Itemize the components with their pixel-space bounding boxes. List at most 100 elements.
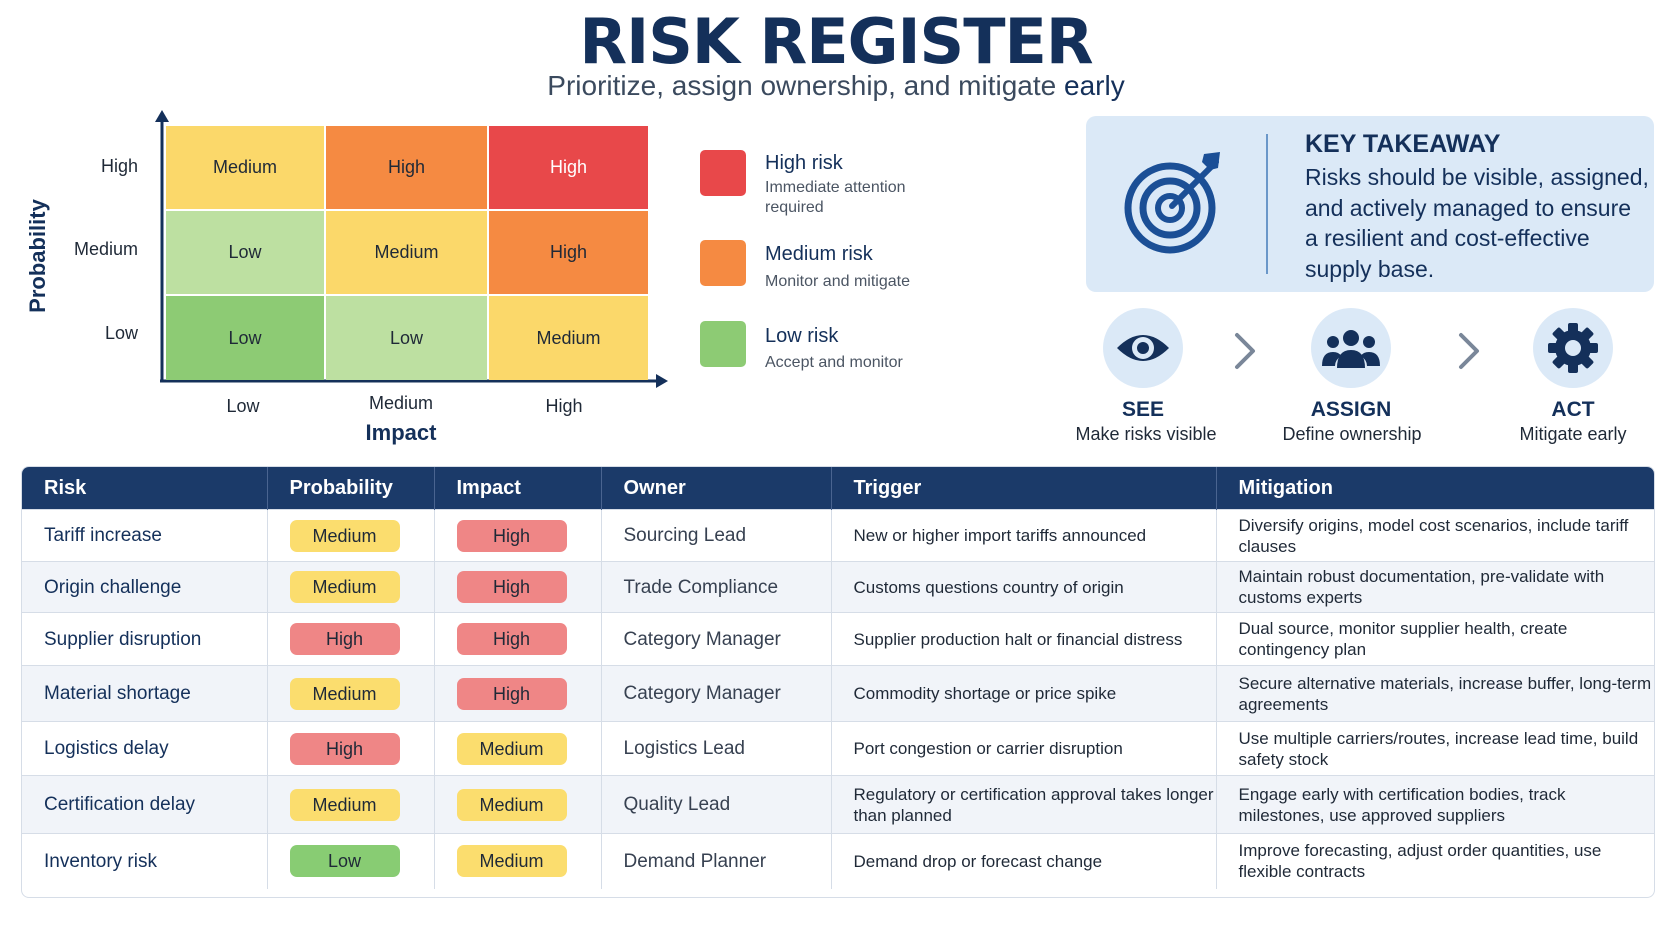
mitigation-cell: Secure alternative materials, increase b… — [1216, 665, 1654, 722]
owner-cell: Logistics Lead — [601, 721, 832, 776]
probability-cell: Low — [267, 833, 435, 889]
mitigation-cell: Diversify origins, model cost scenarios,… — [1216, 509, 1654, 562]
probability-cell: Medium — [267, 509, 435, 562]
risk-name-cell: Logistics delay — [22, 721, 268, 776]
matrix-cell: Low — [326, 296, 487, 380]
legend-desc-medium: Monitor and mitigate — [765, 273, 910, 290]
column-header-probability: Probability — [267, 467, 435, 510]
impact-pill: Medium — [456, 788, 567, 821]
y-tick-high: High — [100, 156, 138, 176]
impact-pill: High — [456, 519, 567, 552]
risk-name-cell: Material shortage — [22, 665, 268, 722]
matrix-cell: Medium — [326, 211, 487, 294]
probability-pill: High — [289, 623, 400, 655]
owner-cell: Demand Planner — [601, 833, 832, 889]
step-act-circle — [1533, 308, 1613, 388]
trigger-cell: Customs questions country of origin — [831, 561, 1217, 613]
risk-matrix: Medium High High Low Medium High Low Low… — [166, 126, 648, 380]
impact-cell: Medium — [434, 775, 602, 834]
matrix-axes — [155, 110, 668, 388]
step-act-desc: Mitigate early — [1519, 424, 1627, 444]
step-assign-circle — [1311, 308, 1391, 388]
matrix-cell: Medium — [166, 126, 324, 209]
probability-cell: High — [267, 721, 435, 776]
owner-cell: Sourcing Lead — [601, 509, 832, 562]
risk-name-cell: Origin challenge — [22, 561, 268, 613]
chevron-right-icon — [1235, 333, 1255, 369]
step-see-title: SEE — [1121, 398, 1165, 421]
trigger-cell: Commodity shortage or price spike — [831, 665, 1217, 722]
trigger-cell: Demand drop or forecast change — [831, 833, 1217, 889]
column-header-impact: Impact — [434, 467, 602, 510]
x-axis-title: Impact — [365, 420, 437, 445]
column-header-mitigation: Mitigation — [1216, 467, 1654, 510]
table-row: Logistics delay High Medium Logistics Lead P… — [22, 721, 1654, 776]
step-act-title: ACT — [1551, 398, 1595, 421]
eye-icon — [1117, 335, 1169, 361]
y-tick-medium: Medium — [73, 239, 138, 259]
matrix-cell: Low — [166, 211, 324, 294]
column-header-risk: Risk — [22, 467, 268, 510]
matrix-cell: Medium — [489, 296, 648, 380]
step-see-circle — [1103, 308, 1183, 388]
impact-cell: Medium — [434, 833, 602, 889]
x-tick-low: Low — [226, 396, 260, 416]
x-tick-medium: Medium — [368, 393, 434, 413]
subtitle-main: Prioritize, assign ownership, and mitiga… — [547, 70, 1057, 101]
takeaway-divider — [1266, 134, 1268, 274]
column-header-trigger: Trigger — [831, 467, 1217, 510]
mitigation-cell: Use multiple carriers/routes, increase l… — [1216, 721, 1654, 776]
step-assign-title: ASSIGN — [1310, 398, 1392, 421]
probability-pill: High — [289, 732, 400, 765]
impact-cell: Medium — [434, 721, 602, 776]
table-row: Certification delay Medium Medium Quality L… — [22, 775, 1654, 834]
table-row: Supplier disruption High High Category Mana… — [22, 612, 1654, 666]
table-header-row: Risk Probability Impact Owner Trigger Mi… — [22, 467, 1654, 510]
impact-pill: Medium — [456, 732, 567, 765]
y-axis-title: Probability — [25, 199, 50, 313]
x-tick-high: High — [545, 396, 583, 416]
trigger-cell: Regulatory or certification approval tak… — [831, 775, 1217, 834]
y-tick-low: Low — [104, 323, 138, 343]
legend-swatch-high — [700, 150, 746, 196]
step-assign-desc: Define ownership — [1282, 424, 1422, 444]
step-see-desc: Make risks visible — [1075, 424, 1217, 444]
impact-cell: High — [434, 561, 602, 613]
probability-cell: High — [267, 612, 435, 666]
mitigation-cell: Dual source, monitor supplier health, cr… — [1216, 612, 1654, 666]
risk-name-cell: Supplier disruption — [22, 612, 268, 666]
table-row: Material shortage Medium High Category Mana… — [22, 665, 1654, 722]
probability-cell: Medium — [267, 665, 435, 722]
column-header-owner: Owner — [601, 467, 832, 510]
impact-cell: High — [434, 509, 602, 562]
risk-name-cell: Inventory risk — [22, 833, 268, 889]
probability-pill: Medium — [289, 571, 400, 603]
table-row: Inventory risk Low Medium Demand Planner Dem… — [22, 833, 1654, 889]
risk-table: Risk Probability Impact Owner Trigger Mi… — [21, 466, 1655, 898]
trigger-cell: Port congestion or carrier disruption — [831, 721, 1217, 776]
matrix-cell: High — [489, 211, 648, 294]
legend-title-low: Low risk — [765, 325, 839, 347]
impact-pill: Medium — [456, 845, 567, 878]
probability-pill: Low — [289, 845, 400, 878]
impact-cell: High — [434, 612, 602, 666]
takeaway-title: KEY TAKEAWAY — [1305, 130, 1501, 158]
matrix-cell: High — [489, 126, 648, 209]
takeaway-text: Risks should be visible, assigned, and a… — [1305, 164, 1649, 282]
mitigation-cell: Improve forecasting, adjust order quanti… — [1216, 833, 1654, 889]
table-row: Origin challenge Medium High Trade Complian… — [22, 561, 1654, 613]
impact-pill: High — [456, 571, 567, 603]
legend-swatch-medium — [700, 240, 746, 286]
gear-icon — [1548, 323, 1598, 373]
legend-title-high: High risk — [765, 152, 843, 174]
trigger-cell: New or higher import tariffs announced — [831, 509, 1217, 562]
probability-pill: Medium — [289, 788, 400, 821]
probability-cell: Medium — [267, 775, 435, 834]
legend-title-medium: Medium risk — [765, 243, 873, 265]
subtitle-emphasis: early — [1064, 70, 1125, 101]
matrix-cell: High — [326, 126, 487, 209]
risk-name-cell: Tariff increase — [22, 509, 268, 562]
page-subtitle: Prioritize, assign ownership, and mitiga… — [0, 68, 1672, 104]
impact-cell: High — [434, 665, 602, 722]
probability-cell: Medium — [267, 561, 435, 613]
